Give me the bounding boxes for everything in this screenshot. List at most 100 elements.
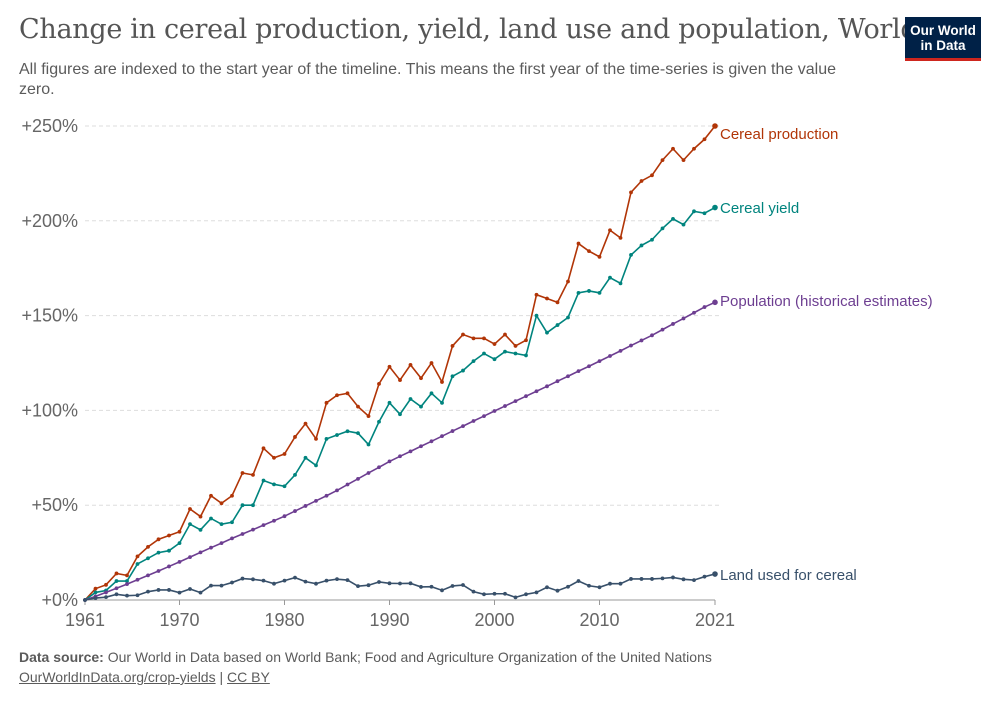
data-point [293,472,297,477]
data-point [671,322,675,326]
data-point [303,579,308,584]
data-point [471,589,476,594]
data-point [356,476,360,481]
source-link[interactable]: OurWorldInData.org/crop-yields [19,669,216,685]
y-tick-label: +200% [21,211,78,231]
data-point [282,484,287,489]
data-point [555,379,560,384]
data-point [597,585,602,590]
data-point [303,504,308,508]
y-tick-label: +100% [21,400,78,420]
data-point [629,253,633,257]
data-point [314,498,318,503]
data-point [524,353,528,358]
data-point [618,281,623,286]
data-point [702,574,707,579]
data-point [650,333,654,338]
x-tick-label: 2021 [695,610,735,630]
logo-line-1: Our World [910,23,976,38]
chart-subtitle: All figures are indexed to the start yea… [19,61,836,98]
data-point [681,158,686,163]
data-point [177,559,182,564]
data-point [177,529,182,534]
data-point [482,336,486,341]
data-point [293,509,297,513]
data-point [660,226,665,231]
data-point [93,586,98,591]
data-point [125,573,129,578]
data-point [282,514,287,519]
data-point [135,554,140,559]
data-point [461,424,465,429]
data-point [345,482,350,487]
data-point [450,429,455,433]
data-point [240,503,245,508]
data-point [671,575,675,580]
data-point [461,368,465,373]
data-point [671,217,675,221]
data-point [324,578,329,583]
license-link[interactable]: CC BY [227,669,270,685]
data-point [167,564,171,569]
data-point [429,584,434,589]
data-point [398,581,402,586]
owid-logo[interactable]: Our World in Data [905,17,981,61]
data-point [408,362,413,367]
data-point [471,359,476,364]
data-point [83,598,87,602]
footer-links: OurWorldInData.org/crop-yields | CC BY [19,669,270,685]
data-point [545,384,549,389]
data-point [461,332,465,337]
data-point [104,582,108,587]
data-point [555,588,560,593]
data-point [219,583,224,588]
data-point [198,550,203,555]
data-point [461,583,465,587]
data-point [93,590,98,595]
data-point [608,354,612,358]
data-point [114,592,119,597]
data-point [660,576,665,581]
y-tick-label: +0% [41,590,78,610]
data-point [314,581,318,586]
data-point [146,556,150,561]
data-point [335,393,339,398]
data-point [419,444,423,449]
data-point [513,344,518,348]
data-point [387,400,392,405]
data-point [576,369,581,374]
data-point [503,591,507,596]
data-point [356,584,360,589]
data-point [650,173,654,178]
data-point [125,582,129,586]
x-tick-label: 1990 [369,610,409,630]
line-chart: +0% +50% +100% +150% +200% +250% 1961 1970 1980 1… [21,116,932,630]
data-point [251,527,255,532]
data-point [324,436,329,441]
data-point [398,378,402,382]
data-point [209,516,213,521]
data-point [524,394,528,399]
data-point [618,235,623,240]
data-point [293,435,297,439]
data-point [240,471,245,475]
x-tick-label: 2000 [474,610,514,630]
data-point [240,532,245,536]
data-point [356,404,360,409]
data-point [629,343,633,348]
series-line-3 [84,573,716,601]
data-point [482,414,486,418]
data-point [156,537,161,542]
data-point [608,275,612,280]
data-point [555,323,560,327]
data-point [450,374,455,379]
data-point [650,237,654,242]
data-point [114,571,119,576]
data-point [198,514,203,519]
data-point [440,400,444,405]
data-point [177,590,182,595]
data-point [566,315,570,320]
data-point [135,593,140,598]
data-point [692,209,696,214]
data-point [146,545,150,549]
